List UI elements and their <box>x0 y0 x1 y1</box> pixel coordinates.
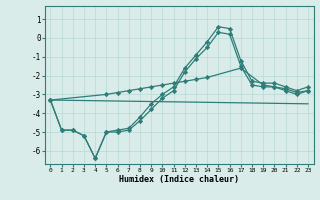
X-axis label: Humidex (Indice chaleur): Humidex (Indice chaleur) <box>119 175 239 184</box>
